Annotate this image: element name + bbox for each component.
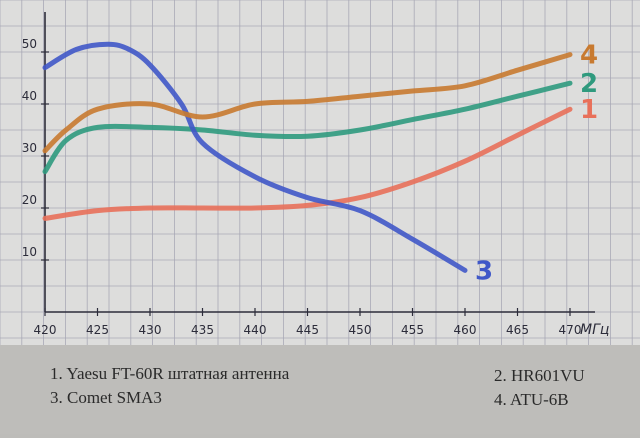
x-tick-label: 430 bbox=[139, 323, 162, 337]
y-tick-label: 30 bbox=[22, 141, 37, 155]
series-labels: 12 3 4 bbox=[475, 41, 598, 287]
legend-item-4: 4. ATU-6B bbox=[494, 390, 569, 409]
y-tick-label: 40 bbox=[22, 89, 37, 103]
x-tick-label: 470 bbox=[559, 323, 582, 337]
x-tick-label: 420 bbox=[34, 323, 57, 337]
series-lines bbox=[42, 41, 573, 273]
x-tick-label: 455 bbox=[401, 323, 424, 337]
x-tick-label: 460 bbox=[454, 323, 477, 337]
legend-item-2: 2. HR601VU bbox=[494, 366, 585, 385]
y-tick-label: 10 bbox=[22, 245, 37, 259]
y-tick-label: 50 bbox=[22, 37, 37, 51]
axes bbox=[44, 12, 595, 313]
series-label-3: 3 bbox=[475, 256, 493, 286]
series-line-2 bbox=[42, 80, 573, 175]
legend-item-1: 1. Yaesu FT-60R штатная антенна bbox=[50, 364, 290, 383]
x-tick-label: 440 bbox=[244, 323, 267, 337]
series-line-4 bbox=[42, 52, 573, 154]
x-tick-label: 465 bbox=[506, 323, 529, 337]
x-tick-label: 450 bbox=[349, 323, 372, 337]
series-line-1 bbox=[42, 106, 573, 221]
caption-background bbox=[0, 345, 640, 434]
x-axis-unit: МГц bbox=[580, 322, 609, 338]
series-line-3 bbox=[42, 41, 468, 273]
x-tick-label: 425 bbox=[86, 323, 109, 337]
legend-item-3: 3. Comet SMA3 bbox=[50, 388, 162, 407]
series-label-2: 2 bbox=[580, 69, 598, 99]
grid bbox=[0, 0, 640, 345]
tick-labels: 420 425 430 435 440 445 450 455 460 465 4701020304… bbox=[22, 37, 610, 338]
paper-background bbox=[0, 0, 640, 345]
x-tick-label: 435 bbox=[191, 323, 214, 337]
x-tick-label: 445 bbox=[296, 323, 319, 337]
series-label-4: 4 bbox=[580, 41, 598, 71]
y-tick-label: 20 bbox=[22, 193, 37, 207]
series-label-1: 1 bbox=[580, 95, 598, 125]
